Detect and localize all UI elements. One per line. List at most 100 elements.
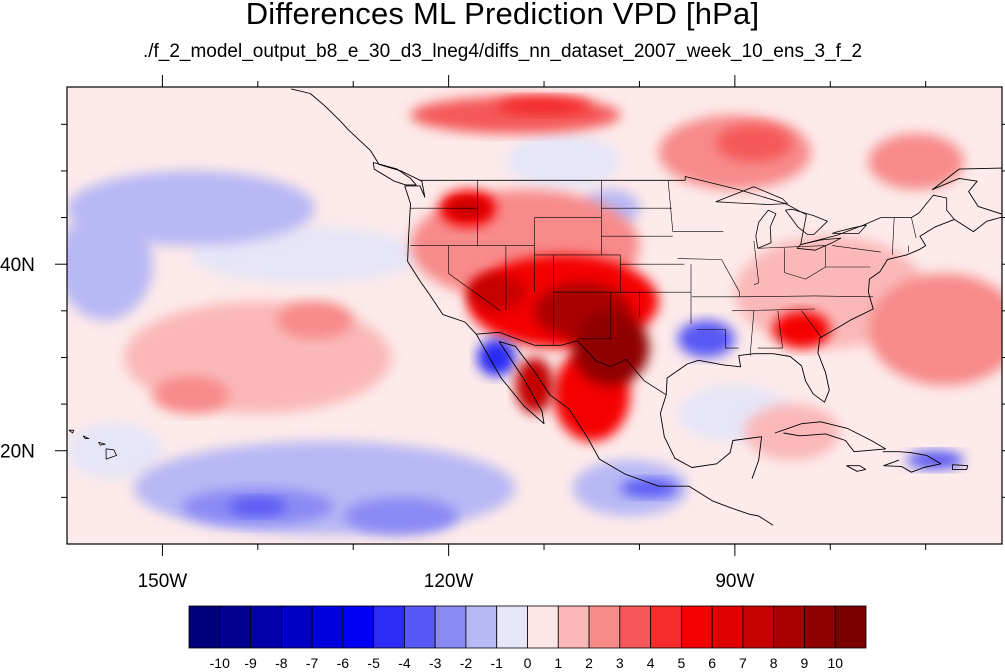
field-region-mexico-blue-core <box>620 478 678 498</box>
legend-swatch <box>311 605 344 649</box>
legend-swatch <box>711 605 744 649</box>
legend-label: 2 <box>585 655 593 671</box>
field-region-pacific-pink-spot-b <box>152 376 230 414</box>
field-region-atlantic-pink <box>868 273 1002 386</box>
legend-label: -1 <box>491 655 504 671</box>
field-region-pacific-blue-band-west <box>67 208 153 321</box>
legend-label: 5 <box>677 655 685 671</box>
field-region-pacific-pink-spot-a <box>276 301 354 339</box>
legend-swatch <box>650 605 682 649</box>
state-boundary-21 <box>721 259 740 297</box>
field-region-tropical-blue-core-e <box>343 497 459 535</box>
state-boundary-33 <box>801 310 822 339</box>
axis-ticks <box>55 75 1005 556</box>
map-frame <box>66 86 1003 545</box>
coastline-5 <box>372 162 417 186</box>
state-boundary-37 <box>892 217 895 255</box>
page-subtitle: ./f_2_model_output_b8_e_30_d3_lneg4/diff… <box>142 41 863 62</box>
lon-tick-label: 150W <box>138 571 188 592</box>
legend-label: -8 <box>275 655 288 671</box>
legend-swatch <box>680 605 713 649</box>
legend-label: 1 <box>554 655 562 671</box>
color-legend: -10 -9 -8 -7 -6 -5 -4 -3 -2 -1 0 1 2 3 4 5 6 7 8 9 10 <box>188 605 867 671</box>
legend-swatch <box>250 605 282 649</box>
legend-label: -2 <box>460 655 473 671</box>
field-region-baja-red <box>515 357 554 414</box>
canada-border-0 <box>420 176 955 245</box>
field-region-tropical-blue-band <box>133 441 516 535</box>
legend-label: -9 <box>244 655 257 671</box>
hawaii-outline-1 <box>98 441 106 446</box>
lake-outline-2 <box>785 208 828 235</box>
legend-swatch <box>773 605 805 649</box>
legend-label: 10 <box>827 655 843 671</box>
legend-label: 8 <box>770 655 778 671</box>
legend-label: 7 <box>739 655 747 671</box>
legend-swatch <box>373 605 405 649</box>
legend-swatch <box>742 605 775 649</box>
coastline-9 <box>951 464 969 470</box>
coastline-8 <box>846 465 867 472</box>
legend-swatch <box>619 605 651 649</box>
state-boundary-27 <box>731 308 816 312</box>
coastline-7 <box>882 451 942 473</box>
lon-tick-label: 90W <box>715 571 754 592</box>
lat-tick-label: 40N <box>0 255 35 276</box>
field-region-caribbean-pink <box>744 404 840 461</box>
legend-swatch <box>188 605 221 649</box>
field-region-georgia-red <box>773 310 831 349</box>
legend-swatch <box>465 605 498 649</box>
legend-swatch <box>588 605 621 649</box>
state-boundary-24 <box>725 329 739 349</box>
legend-label: -10 <box>210 655 230 671</box>
state-boundary-18 <box>667 180 674 232</box>
legend-swatch <box>219 605 251 649</box>
legend-label: -7 <box>306 655 319 671</box>
field-region-gulf-coast-blue <box>677 320 735 358</box>
legend-label: 9 <box>801 655 809 671</box>
field-region-canada-east-red <box>715 124 793 162</box>
legend-label: 6 <box>708 655 716 671</box>
field-region-tropical-blue-deep <box>229 497 287 517</box>
state-boundary-34 <box>814 295 874 298</box>
coastline-4 <box>291 88 426 198</box>
coastline-2 <box>665 216 1002 403</box>
legend-label: -3 <box>429 655 442 671</box>
legend-label: 3 <box>616 655 624 671</box>
legend-label: 4 <box>647 655 655 671</box>
legend-swatch <box>527 605 559 649</box>
state-boundary-39 <box>911 217 917 239</box>
state-boundary-36 <box>832 245 881 253</box>
legend-swatch <box>434 605 467 649</box>
legend-swatch <box>804 605 836 649</box>
legend-label: -6 <box>337 655 350 671</box>
state-boundary-20 <box>677 258 722 260</box>
coastline-10 <box>712 500 774 526</box>
state-boundary-11 <box>577 292 612 340</box>
state-boundary-40 <box>784 266 826 280</box>
legend-label: -5 <box>367 655 380 671</box>
legend-swatch <box>834 605 867 649</box>
state-boundary-3 <box>448 245 501 312</box>
state-boundary-26 <box>757 310 783 349</box>
legend-swatch <box>342 605 375 649</box>
coastline-3 <box>931 167 1002 215</box>
hawaii-outline-3 <box>68 429 75 434</box>
lake-outline-0 <box>715 186 788 205</box>
hawaii-outline-0 <box>105 448 117 460</box>
map-outlines <box>68 88 1002 526</box>
coastline-6 <box>774 421 887 453</box>
legend-swatch <box>280 605 313 649</box>
legend-swatch <box>404 605 436 649</box>
hawaii-outline-2 <box>82 435 90 439</box>
state-boundary-31 <box>757 245 826 249</box>
state-boundary-25 <box>749 310 755 356</box>
coastline-1 <box>659 394 763 479</box>
field-region-texas-deep <box>572 310 649 386</box>
lake-outline-4 <box>832 224 867 234</box>
legend-label: -4 <box>398 655 411 671</box>
axis-tick-labels: 150W 120W 90W 40N 20N <box>0 255 754 592</box>
page-title: Differences ML Prediction VPD [hPa] <box>245 0 760 31</box>
field-region-canada-light-blue <box>505 133 621 190</box>
